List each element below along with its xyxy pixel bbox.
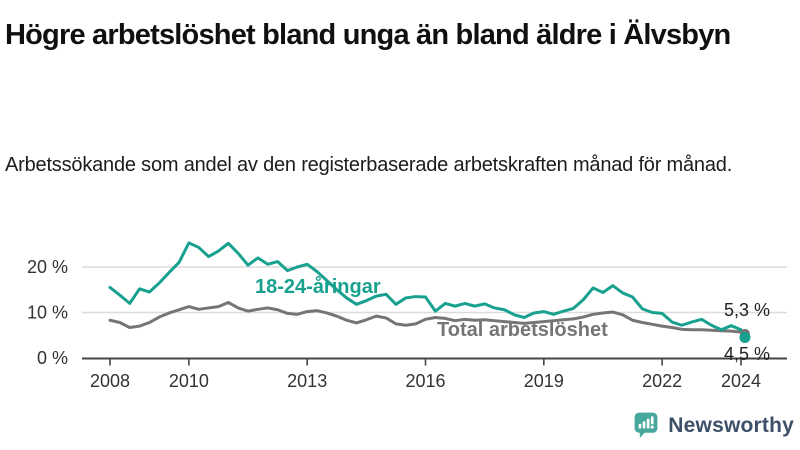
x-tick-label: 2016: [405, 371, 445, 391]
series-label-young: 18-24-åringar: [255, 275, 381, 298]
x-tick-label: 2019: [524, 371, 564, 391]
chart-title: Högre arbetslöshet bland unga än bland ä…: [5, 19, 731, 52]
y-tick-label: 20 %: [27, 257, 68, 277]
x-tick-label: 2013: [287, 371, 327, 391]
series-line-young: [108, 241, 747, 340]
end-value-label-young: 4,5 %: [724, 344, 770, 364]
newsworthy-logo[interactable]: Newsworthy: [633, 412, 794, 439]
newsworthy-logo-text: Newsworthy: [668, 413, 794, 437]
series-line-total: [108, 300, 747, 336]
newsworthy-logo-icon: [634, 412, 658, 438]
chart-subtitle: Arbetssökande som andel av den registerb…: [5, 154, 733, 176]
series-end-dot-young: [739, 332, 751, 344]
series-label-total: Total arbetslöshet: [437, 319, 608, 341]
x-tick-label: 2024: [721, 371, 761, 391]
y-tick-label: 0 %: [37, 348, 68, 368]
y-tick-label: 10 %: [27, 303, 68, 323]
end-value-label-total: 5,3 %: [724, 300, 770, 320]
x-tick-label: 2010: [169, 371, 209, 391]
x-tick-label: 2022: [642, 371, 682, 391]
x-tick-label: 2008: [90, 371, 130, 391]
